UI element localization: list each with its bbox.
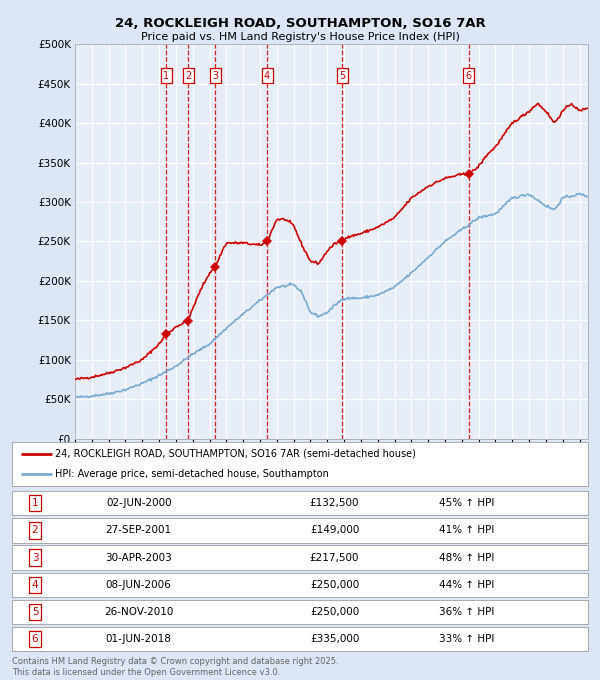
Text: 4: 4	[32, 580, 38, 590]
Text: £250,000: £250,000	[310, 607, 359, 617]
Text: 33% ↑ HPI: 33% ↑ HPI	[439, 634, 495, 644]
Text: 4: 4	[264, 71, 270, 81]
Text: Price paid vs. HM Land Registry's House Price Index (HPI): Price paid vs. HM Land Registry's House …	[140, 32, 460, 42]
Text: 2: 2	[32, 526, 38, 535]
Text: 24, ROCKLEIGH ROAD, SOUTHAMPTON, SO16 7AR (semi-detached house): 24, ROCKLEIGH ROAD, SOUTHAMPTON, SO16 7A…	[55, 449, 416, 459]
Text: 41% ↑ HPI: 41% ↑ HPI	[439, 526, 495, 535]
Text: 6: 6	[32, 634, 38, 644]
Text: 36% ↑ HPI: 36% ↑ HPI	[439, 607, 495, 617]
Text: 45% ↑ HPI: 45% ↑ HPI	[439, 498, 495, 508]
Text: £217,500: £217,500	[310, 553, 359, 562]
Text: £132,500: £132,500	[310, 498, 359, 508]
Text: £149,000: £149,000	[310, 526, 359, 535]
Text: 01-JUN-2018: 01-JUN-2018	[106, 634, 172, 644]
Text: 48% ↑ HPI: 48% ↑ HPI	[439, 553, 495, 562]
Text: 5: 5	[32, 607, 38, 617]
Text: Contains HM Land Registry data © Crown copyright and database right 2025.
This d: Contains HM Land Registry data © Crown c…	[12, 657, 338, 677]
Text: 1: 1	[32, 498, 38, 508]
Text: 1: 1	[163, 71, 169, 81]
Text: 3: 3	[212, 71, 218, 81]
Text: 27-SEP-2001: 27-SEP-2001	[106, 526, 172, 535]
Text: 3: 3	[32, 553, 38, 562]
Text: £250,000: £250,000	[310, 580, 359, 590]
Text: 24, ROCKLEIGH ROAD, SOUTHAMPTON, SO16 7AR: 24, ROCKLEIGH ROAD, SOUTHAMPTON, SO16 7A…	[115, 17, 485, 30]
Text: 02-JUN-2000: 02-JUN-2000	[106, 498, 172, 508]
Text: 5: 5	[340, 71, 346, 81]
Text: 26-NOV-2010: 26-NOV-2010	[104, 607, 173, 617]
Text: HPI: Average price, semi-detached house, Southampton: HPI: Average price, semi-detached house,…	[55, 469, 329, 479]
Text: 44% ↑ HPI: 44% ↑ HPI	[439, 580, 495, 590]
Text: 2: 2	[185, 71, 191, 81]
Text: 30-APR-2003: 30-APR-2003	[106, 553, 172, 562]
Text: 6: 6	[466, 71, 472, 81]
Text: 08-JUN-2006: 08-JUN-2006	[106, 580, 172, 590]
Text: £335,000: £335,000	[310, 634, 359, 644]
